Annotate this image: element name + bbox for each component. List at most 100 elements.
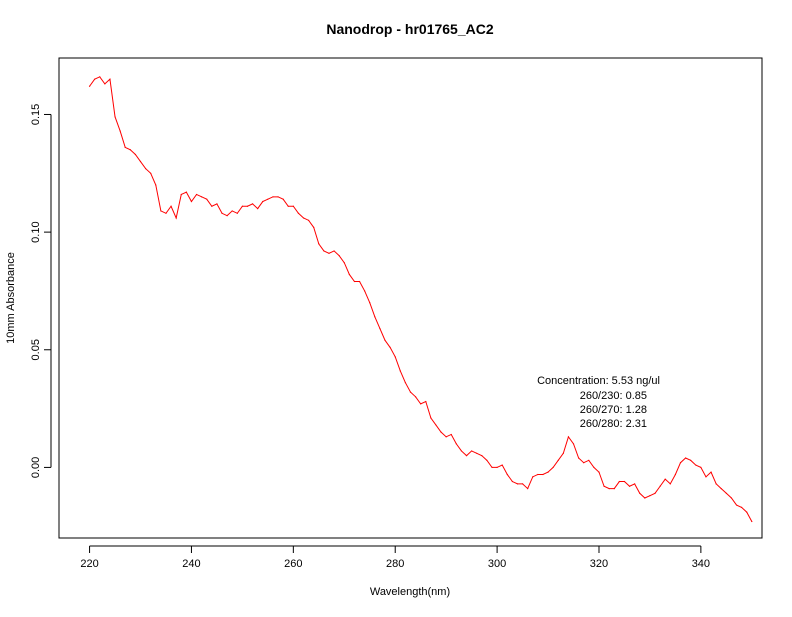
x-axis: 220 240 260 280 300 320 340 [80,545,710,570]
y-axis: 0.00 0.05 0.10 0.15 [30,104,52,478]
data-point [501,464,503,466]
data-point [139,160,142,163]
data-point [730,497,733,499]
data-point [236,212,238,214]
data-point [99,76,101,78]
data-point [486,459,488,461]
data-point [175,217,177,219]
data-point [394,356,396,358]
data-point [593,466,595,469]
data-point [384,339,386,341]
data-point [226,215,228,217]
data-point [430,417,432,419]
data-point [272,196,274,198]
data-point [114,116,116,118]
data-point [471,450,473,452]
x-tick-label: 300 [488,558,506,570]
data-point [262,200,264,203]
data-point [547,471,549,473]
x-tick-label: 340 [692,558,710,570]
data-point [634,483,636,485]
x-tick-label: 320 [590,558,608,570]
data-point [603,485,605,487]
data-point [516,483,519,485]
data-point [710,471,712,473]
data-point [532,476,534,478]
data-point [695,464,697,466]
y-axis-label: 10mm Absorbance [5,252,17,344]
x-tick-label: 280 [386,558,404,570]
data-point [155,184,157,186]
data-point [308,219,310,221]
data-point [119,130,121,132]
data-point [414,396,417,398]
data-point [659,485,661,487]
data-point [145,167,147,170]
data-point [104,83,106,85]
data-point [684,457,687,459]
data-point [623,480,626,483]
data-point [664,478,666,480]
data-point [751,520,753,523]
data-point [109,78,111,80]
data-point [746,511,748,513]
data-point [374,316,376,318]
data-point [134,153,137,156]
data-point [389,346,391,349]
data-point [552,466,554,469]
data-point [313,226,315,229]
data-point [206,198,208,200]
data-point [700,466,702,469]
data-point [588,459,590,461]
data-point [654,492,656,494]
data-point [185,191,187,193]
data-point [318,243,320,245]
data-point [353,280,356,283]
data-point [333,250,335,252]
y-tick-label: 0.15 [30,104,42,125]
annotation-260-280: 260/280: 2.31 [580,418,647,430]
data-point [124,146,126,149]
data-points [88,76,753,523]
x-tick-label: 220 [80,558,98,570]
data-point [679,462,682,464]
data-point [521,483,524,485]
data-point [598,471,600,473]
data-point [557,459,559,461]
data-point [613,487,615,490]
data-point [399,370,401,372]
data-point [364,290,366,292]
data-point [481,455,483,457]
data-point [425,400,427,403]
annotation-concentration: Concentration: 5.53 ng/ul [537,375,660,387]
stats-annotation: Concentration: 5.53 ng/ul 260/230: 0.85 … [537,375,660,430]
data-point [705,476,707,478]
data-point [435,424,437,426]
data-point [328,252,330,254]
data-point [292,205,294,207]
y-tick-label: 0.10 [30,221,42,242]
data-point [343,262,345,264]
data-point [628,485,631,487]
data-point [578,457,580,459]
y-tick-label: 0.05 [30,339,42,360]
x-tick-label: 240 [182,558,200,570]
data-point [460,450,463,452]
data-point [170,205,172,207]
data-point [511,480,513,483]
data-point [506,473,508,476]
data-point [180,193,182,196]
data-point [537,473,539,476]
data-point [94,78,96,80]
data-point [221,212,223,214]
data-point [669,483,671,485]
data-point [639,492,641,494]
data-point [720,487,722,490]
data-point [674,473,677,476]
data-point [150,172,152,174]
annotation-260-270: 260/270: 1.28 [580,404,647,416]
data-point [409,391,412,393]
data-point [338,255,340,257]
plot-frame [58,57,763,539]
data-point [348,273,350,276]
